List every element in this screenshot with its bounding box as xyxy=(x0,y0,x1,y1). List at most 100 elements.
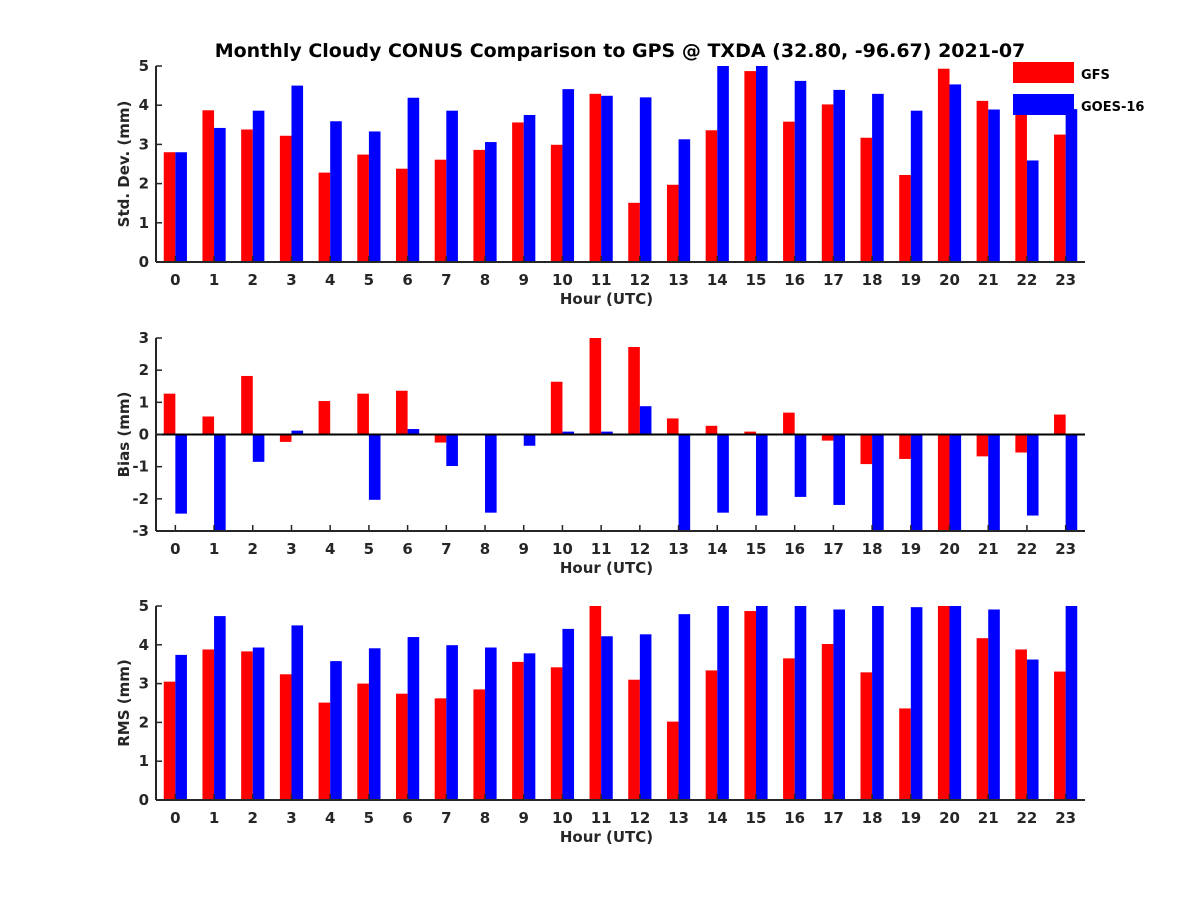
bar-gfs-19 xyxy=(899,434,911,459)
bar-gfs-9 xyxy=(512,122,524,262)
x-tick-label: 21 xyxy=(978,271,999,289)
bar-gfs-13 xyxy=(666,418,679,435)
bar-gfs-12 xyxy=(628,202,640,262)
bar-goes16-4 xyxy=(330,121,342,263)
y-axis-label: Bias (mm) xyxy=(115,392,133,478)
bar-goes16-13 xyxy=(678,614,691,800)
bar-gfs-2 xyxy=(241,129,253,262)
x-tick-label: 7 xyxy=(441,540,451,558)
x-tick-label: 19 xyxy=(900,540,921,558)
x-tick-label: 11 xyxy=(591,271,612,289)
bar-gfs-1 xyxy=(202,649,215,800)
bar-goes16-17 xyxy=(833,609,845,800)
bar-gfs-14 xyxy=(705,670,718,800)
bar-goes16-21 xyxy=(988,109,1000,262)
bar-goes16-2 xyxy=(252,434,265,462)
bar-gfs-8 xyxy=(473,689,486,800)
bar-goes16-2 xyxy=(252,647,265,800)
x-tick-label: 4 xyxy=(325,809,335,827)
bar-gfs-15 xyxy=(744,611,756,800)
bar-gfs-0 xyxy=(163,152,176,262)
x-tick-label: 5 xyxy=(364,271,374,289)
bar-gfs-18 xyxy=(860,672,873,800)
bar-goes16-10 xyxy=(562,89,575,262)
x-tick-label: 12 xyxy=(629,271,650,289)
bar-goes16-15 xyxy=(755,434,768,516)
bar-gfs-14 xyxy=(705,130,718,262)
bar-gfs-3 xyxy=(279,135,292,262)
x-tick-label: 13 xyxy=(668,271,689,289)
x-tick-label: 8 xyxy=(480,540,490,558)
bar-goes16-18 xyxy=(872,606,884,800)
bar-gfs-1 xyxy=(202,110,215,262)
bar-gfs-1 xyxy=(202,416,215,435)
y-tick-label: 4 xyxy=(139,96,149,114)
bar-gfs-20 xyxy=(937,434,950,531)
x-tick-label: 10 xyxy=(552,540,573,558)
bar-goes16-6 xyxy=(407,97,420,262)
x-tick-label: 17 xyxy=(823,540,844,558)
x-tick-label: 22 xyxy=(1017,540,1038,558)
bar-gfs-13 xyxy=(666,721,679,800)
bar-gfs-7 xyxy=(434,159,447,262)
x-tick-label: 14 xyxy=(707,540,728,558)
x-tick-label: 23 xyxy=(1055,540,1076,558)
bar-goes16-17 xyxy=(833,89,845,262)
bar-goes16-1 xyxy=(214,434,226,531)
bar-gfs-18 xyxy=(860,434,873,465)
x-tick-label: 3 xyxy=(286,271,296,289)
bar-gfs-17 xyxy=(821,434,834,441)
bar-goes16-19 xyxy=(910,607,923,800)
bar-goes16-8 xyxy=(485,647,497,800)
bar-gfs-13 xyxy=(666,184,679,262)
x-axis-label: Hour (UTC) xyxy=(560,828,653,846)
bar-gfs-3 xyxy=(279,434,292,442)
x-tick-label: 13 xyxy=(668,540,689,558)
bar-goes16-22 xyxy=(1026,434,1039,516)
y-tick-label: 4 xyxy=(139,636,149,654)
x-tick-label: 21 xyxy=(978,809,999,827)
bar-goes16-6 xyxy=(407,637,420,800)
bar-goes16-19 xyxy=(910,110,923,262)
bar-goes16-17 xyxy=(833,434,845,505)
x-tick-label: 11 xyxy=(591,540,612,558)
legend-swatch-goes16 xyxy=(1013,94,1074,115)
bar-goes16-0 xyxy=(175,434,187,514)
x-tick-label: 7 xyxy=(441,271,451,289)
x-tick-label: 2 xyxy=(248,540,258,558)
bar-gfs-18 xyxy=(860,137,873,262)
bar-gfs-17 xyxy=(821,644,834,800)
x-tick-label: 18 xyxy=(862,271,883,289)
bar-goes16-21 xyxy=(988,609,1000,800)
bar-gfs-6 xyxy=(396,693,408,800)
bar-goes16-6 xyxy=(407,429,420,435)
y-tick-label: 3 xyxy=(139,135,149,153)
y-axis-label: RMS (mm) xyxy=(115,659,133,746)
bar-gfs-21 xyxy=(976,434,989,457)
bar-gfs-22 xyxy=(1015,434,1027,453)
bar-goes16-1 xyxy=(214,616,226,800)
x-tick-label: 13 xyxy=(668,809,689,827)
x-tick-label: 10 xyxy=(552,271,573,289)
bar-goes16-8 xyxy=(485,434,497,513)
bar-gfs-20 xyxy=(937,606,950,800)
x-tick-label: 5 xyxy=(364,540,374,558)
x-tick-label: 15 xyxy=(746,271,767,289)
bar-gfs-16 xyxy=(783,121,795,262)
y-tick-label: -2 xyxy=(132,490,149,508)
bar-gfs-3 xyxy=(279,674,292,800)
bar-goes16-20 xyxy=(949,606,962,800)
x-tick-label: 7 xyxy=(441,809,451,827)
x-tick-label: 1 xyxy=(209,809,219,827)
x-tick-label: 22 xyxy=(1017,271,1038,289)
legend-label-goes16: GOES-16 xyxy=(1081,100,1144,115)
x-tick-label: 16 xyxy=(784,809,805,827)
bar-gfs-22 xyxy=(1015,111,1027,262)
bar-goes16-5 xyxy=(368,648,381,800)
y-tick-label: 2 xyxy=(139,361,149,379)
bar-goes16-10 xyxy=(562,431,575,435)
x-tick-label: 4 xyxy=(325,271,335,289)
bar-gfs-0 xyxy=(163,393,176,435)
x-tick-label: 16 xyxy=(784,271,805,289)
bar-gfs-12 xyxy=(628,679,640,800)
